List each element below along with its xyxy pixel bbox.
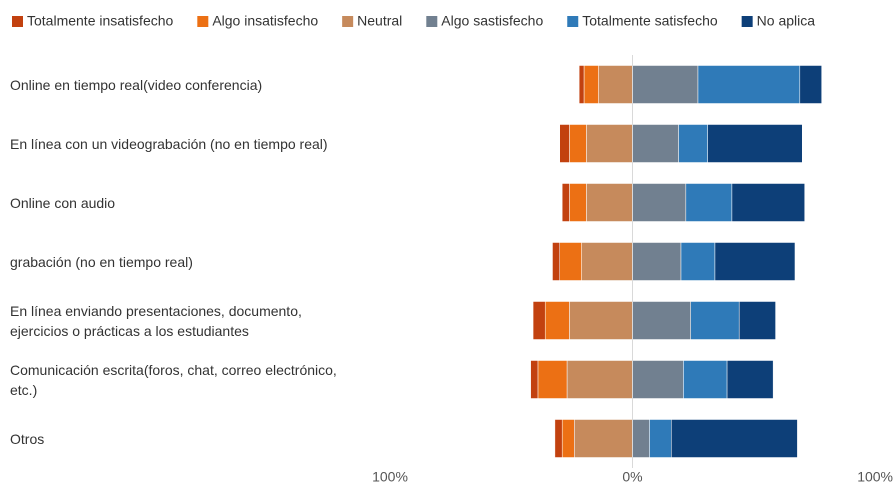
x-tick-label: 100%: [857, 469, 893, 484]
category-label: Online con audio: [10, 194, 116, 211]
legend-swatch: [741, 16, 753, 27]
bar-segment: [726, 360, 774, 399]
legend-swatch: [197, 16, 209, 27]
bar-segment: [559, 242, 582, 281]
legend-swatch: [567, 16, 579, 27]
bar-segment: [581, 242, 633, 281]
legend-label: Algo insatisfecho: [212, 13, 318, 29]
bar-segment: [678, 124, 708, 163]
bar-segment: [632, 65, 699, 104]
legend-swatch: [12, 16, 23, 27]
bar-segment: [799, 65, 822, 104]
bar-segment: [544, 301, 570, 340]
bar-segment: [632, 360, 684, 399]
bar-segment: [632, 183, 687, 222]
bar-segment: [680, 242, 716, 281]
category-label: Comunicación escrita(foros, chat, correo…: [10, 361, 337, 398]
legend-label: Algo sastisfecho: [441, 13, 543, 29]
bar-segment: [561, 419, 575, 458]
bar-segment: [632, 419, 650, 458]
category-label: Online en tiempo real(video conferencia): [10, 76, 263, 93]
bar-segment: [671, 419, 798, 458]
bar-segment: [537, 360, 568, 399]
category-label: En línea con un videograbación (no en ti…: [10, 135, 328, 152]
legend-label: Neutral: [357, 13, 402, 29]
bar-segment: [561, 183, 570, 222]
bar-segment: [632, 124, 679, 163]
bar-segment: [738, 301, 776, 340]
bar-segment: [569, 183, 587, 222]
bar-segment: [552, 242, 560, 281]
bar-segment: [530, 360, 539, 399]
bar-segment: [707, 124, 803, 163]
bar-segment: [578, 65, 585, 104]
bar-segment: [714, 242, 796, 281]
bar-segment: [554, 419, 563, 458]
bar-segment: [598, 65, 633, 104]
bar-segment: [532, 301, 546, 340]
category-label: Otros: [10, 430, 45, 447]
category-label: grabación (no en tiempo real): [10, 253, 193, 270]
x-tick-label: 100%: [372, 469, 408, 484]
legend-label: No aplica: [757, 13, 816, 29]
bar-segment: [586, 183, 633, 222]
bar-segment: [697, 65, 801, 104]
bar-segment: [632, 301, 691, 340]
bar-segment: [586, 124, 633, 163]
bar-segment: [690, 301, 740, 340]
x-tick-label: 0%: [622, 469, 642, 484]
bar-segment: [683, 360, 728, 399]
bar-segment: [649, 419, 672, 458]
bar-segment: [731, 183, 805, 222]
bar-segment: [685, 183, 733, 222]
category-label: En línea enviando presentaciones, docume…: [10, 302, 302, 339]
legend-swatch: [342, 16, 354, 27]
bar-segment: [583, 65, 599, 104]
bar-segment: [574, 419, 633, 458]
legend-swatch: [426, 16, 438, 27]
bar-segment: [566, 360, 633, 399]
legend-label: Totalmente insatisfecho: [27, 13, 174, 29]
bar-segment: [559, 124, 570, 163]
legend-label: Totalmente satisfecho: [582, 13, 718, 29]
bar-segment: [569, 301, 633, 340]
bar-segment: [632, 242, 682, 281]
bar-segment: [569, 124, 587, 163]
